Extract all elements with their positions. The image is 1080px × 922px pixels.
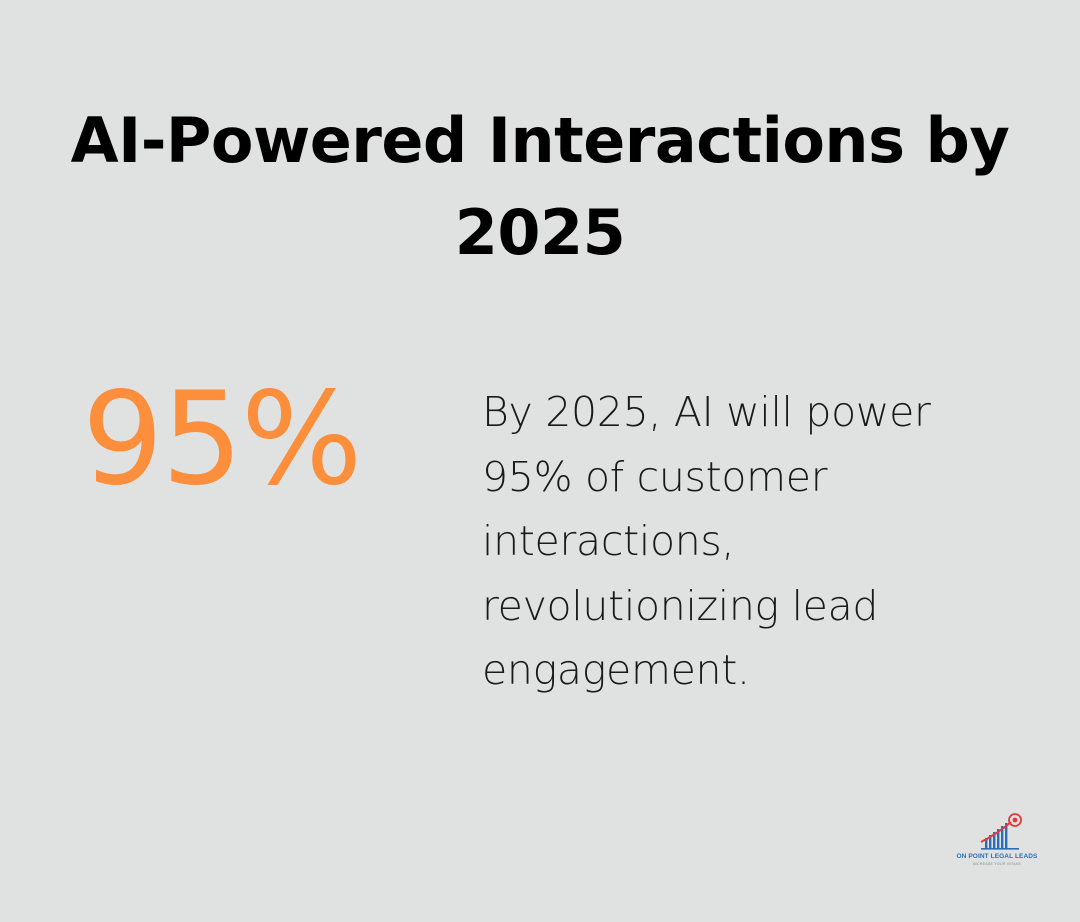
- stat-value: 95%: [82, 365, 362, 514]
- logo-chart-icon: [980, 813, 1022, 850]
- company-logo: ON POINT LEGAL LEADS INCREASE YOUR INTAK…: [955, 812, 1039, 870]
- logo-name: ON POINT LEGAL LEADS: [956, 853, 1038, 860]
- page-title: AI-Powered Interactions by 2025: [70, 104, 1010, 269]
- stat-description: By 2025, AI will power 95% of customer i…: [482, 388, 931, 694]
- logo-tagline: INCREASE YOUR INTAKE: [972, 862, 1022, 866]
